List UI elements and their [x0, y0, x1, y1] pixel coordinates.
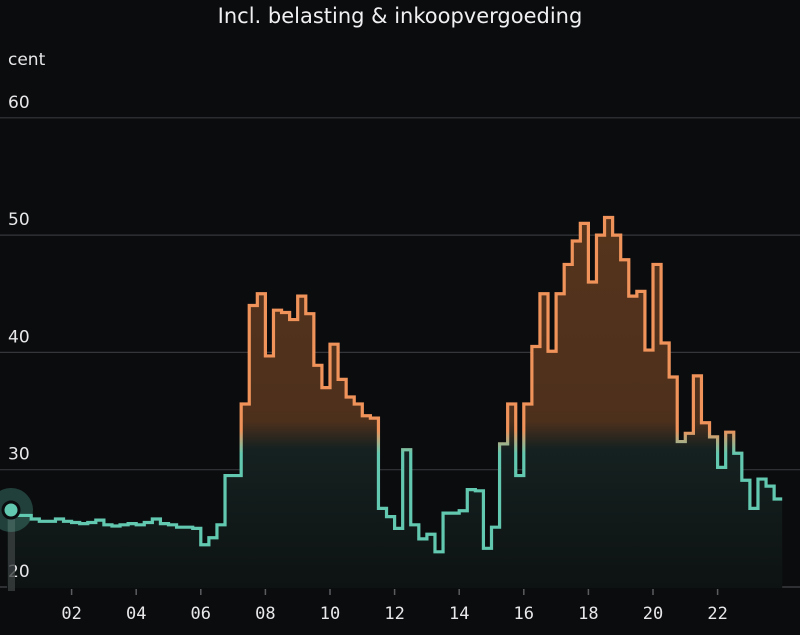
current-time-marker[interactable]: [0, 488, 33, 591]
price-step-line: [7, 215, 783, 554]
y-tick-label: 50: [8, 210, 30, 230]
y-tick-label: 60: [8, 93, 30, 113]
x-tick-label: 20: [643, 604, 663, 624]
y-axis-unit-label: cent: [8, 50, 46, 70]
x-tick-label: 06: [191, 604, 211, 624]
x-tick-label: 04: [126, 604, 146, 624]
x-tick-label: 14: [449, 604, 469, 624]
x-tick-label: 10: [320, 604, 340, 624]
price-area-fill: [7, 217, 783, 588]
y-tick-label: 30: [8, 445, 30, 465]
x-tick-label: 08: [255, 604, 275, 624]
x-tick-label: 18: [578, 604, 598, 624]
x-tick-label: 16: [514, 604, 534, 624]
x-tick-label: 22: [707, 604, 727, 624]
x-tick-label: 12: [384, 604, 404, 624]
chart-title: Incl. belasting & inkoopvergoeding: [217, 4, 583, 28]
y-tick-label: 40: [8, 327, 30, 347]
x-axis: 02 04 06 08 10 12 14 16 18 20 22: [61, 589, 728, 624]
x-tick-label: 02: [61, 604, 81, 624]
